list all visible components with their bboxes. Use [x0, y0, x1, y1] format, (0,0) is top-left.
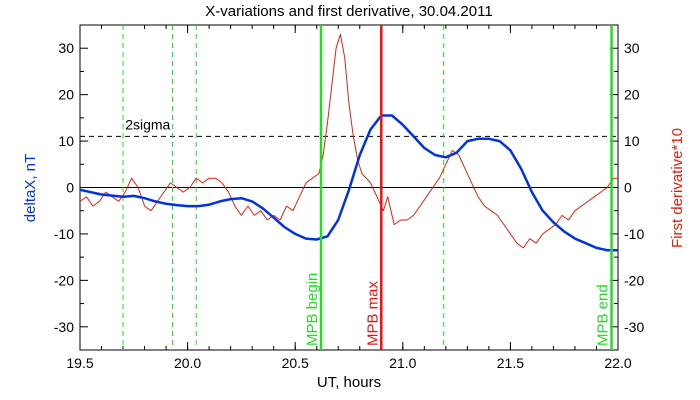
left-y-tick-label: -10	[54, 226, 74, 242]
right-y-tick-label: 30	[624, 40, 640, 56]
mpb-marker-label: MPB end	[595, 284, 612, 346]
x-axis-title: UT, hours	[317, 374, 381, 391]
x-tick-label: 20.5	[282, 355, 309, 371]
threshold-label: 2sigma	[125, 116, 170, 132]
right-y-tick-label: -20	[624, 272, 644, 288]
right-y-tick-label: -30	[624, 319, 644, 335]
left-y-tick-label: 10	[58, 133, 74, 149]
mpb-marker-label: MPB begin	[304, 273, 321, 346]
mpb-marker-label: MPB max	[364, 280, 381, 346]
right-y-tick-label: 0	[624, 180, 632, 196]
right-y-axis-title: First derivative*10	[669, 128, 686, 248]
x-tick-label: 19.5	[66, 355, 93, 371]
right-y-tick-label: -10	[624, 226, 644, 242]
derivative-series-line	[79, 33, 618, 249]
x-tick-label: 21.5	[497, 355, 524, 371]
chart-title: X-variations and first derivative, 30.04…	[205, 3, 492, 20]
x-tick-label: 20.0	[174, 355, 201, 371]
left-y-tick-label: -20	[54, 272, 74, 288]
left-y-tick-label: 20	[58, 87, 74, 103]
left-y-tick-label: 30	[58, 40, 74, 56]
right-y-tick-label: 20	[624, 87, 640, 103]
left-y-axis-title: deltaX, nT	[22, 154, 39, 222]
right-y-tick-label: 10	[624, 133, 640, 149]
left-y-tick-label: 0	[66, 180, 74, 196]
x-tick-label: 21.0	[389, 355, 416, 371]
x-tick-label: 22.0	[604, 355, 631, 371]
deltax-series-line	[79, 114, 618, 252]
left-y-tick-label: -30	[54, 319, 74, 335]
